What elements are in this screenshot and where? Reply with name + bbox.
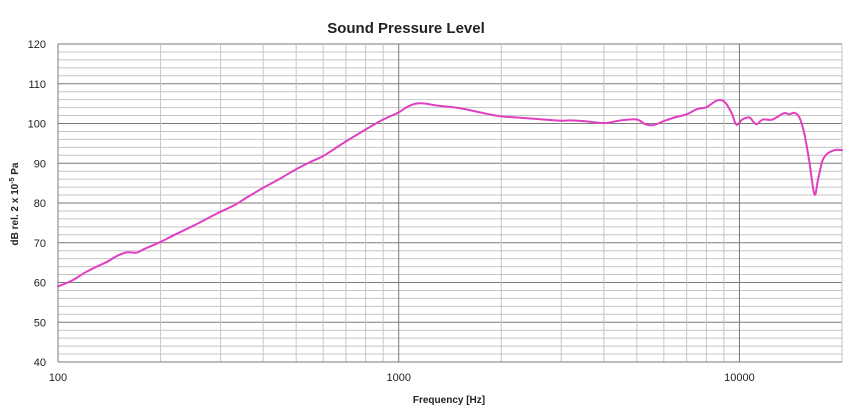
y-tick-label: 80 [34, 198, 46, 210]
y-tick-label: 110 [28, 79, 46, 91]
y-axis-label-prefix: dB rel. 2 x 10 [10, 183, 21, 245]
x-tick-label: 1000 [386, 372, 410, 384]
y-axis-label-superscript: -5 [9, 177, 16, 183]
y-tick-label: 50 [34, 317, 46, 329]
spl-curve [57, 98, 843, 288]
grid-lines [57, 43, 843, 363]
x-tick-label: 100 [49, 372, 67, 384]
x-axis-ticks: 100 1000 10000 [49, 372, 755, 384]
y-axis-label: dB rel. 2 x 10-5 Pa [9, 162, 21, 245]
y-tick-label: 60 [34, 278, 46, 290]
y-axis-label-suffix: Pa [10, 162, 21, 177]
y-axis-ticks: 40 50 60 70 80 90 100 110 120 [28, 39, 46, 369]
y-tick-label: 120 [28, 39, 46, 51]
y-tick-label: 100 [28, 119, 46, 131]
y-tick-label: 40 [34, 357, 46, 369]
y-tick-label: 70 [34, 238, 46, 250]
chart-title: Sound Pressure Level [327, 20, 485, 37]
x-tick-label: 10000 [724, 372, 755, 384]
y-tick-label: 90 [34, 158, 46, 170]
x-axis-label: Frequency [Hz] [413, 395, 485, 406]
